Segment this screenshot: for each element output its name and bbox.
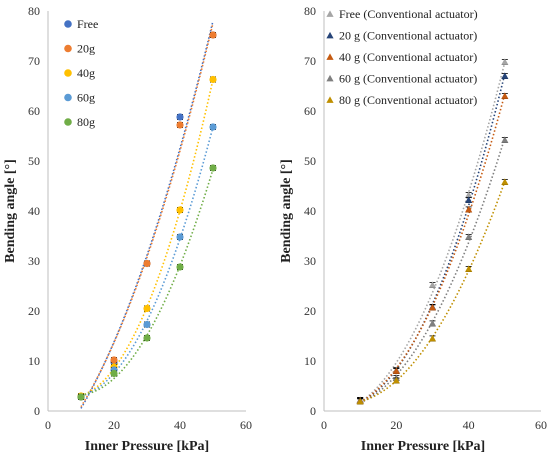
data-point [465, 196, 473, 203]
data-point [143, 259, 151, 268]
legend-marker [64, 93, 72, 102]
y-tick-label: 40 [304, 204, 316, 218]
data-point [209, 31, 217, 39]
x-tick-label: 40 [174, 418, 186, 432]
data-point [176, 113, 184, 121]
trendline-3 [80, 126, 214, 397]
y-tick-label: 60 [28, 104, 40, 118]
trendline-1 [359, 73, 506, 403]
y-tick-label: 60 [304, 104, 316, 118]
data-point [465, 205, 473, 213]
y-axis-label: Bending angle [°] [279, 159, 294, 263]
data-point [501, 58, 509, 65]
right-chart: 0 10 20 30 40 50 60 70 80 0 20 40 60 Inner Pressure [… [279, 4, 547, 454]
data-point [392, 376, 400, 384]
data-point [356, 397, 364, 405]
data-point [209, 123, 217, 131]
data-point [143, 334, 151, 342]
data-point [465, 191, 473, 198]
legend-marker [64, 44, 72, 53]
data-point [501, 72, 509, 79]
legend-label: 40 g (Conventional actuator) [339, 50, 477, 64]
x-tick-label: 40 [463, 418, 475, 432]
data-point [143, 320, 151, 329]
y-tick-label: 20 [28, 304, 40, 318]
trendline-2 [80, 79, 214, 397]
trendline-4 [80, 168, 214, 396]
data-point [209, 75, 217, 84]
legend-label: 60 g (Conventional actuator) [339, 72, 477, 86]
data-point [501, 136, 509, 143]
legend-label: 80g [77, 115, 95, 129]
legend-label: 80 g (Conventional actuator) [339, 93, 477, 107]
y-tick-label: 80 [304, 4, 316, 18]
x-tick-label: 20 [390, 418, 402, 432]
trendline-0 [80, 20, 214, 409]
data-point [501, 92, 509, 99]
data-point [209, 164, 217, 172]
legend-label: Free [77, 17, 98, 31]
data-point [501, 178, 509, 185]
data-point [176, 121, 184, 129]
data-point [465, 265, 473, 272]
x-tick-label: 60 [535, 418, 547, 432]
data-point [176, 233, 184, 241]
left-chart: 0 10 20 30 40 50 60 70 80 0 20 40 60 Inner Pressure [… [3, 4, 252, 454]
legend-marker [64, 20, 72, 28]
y-tick-label: 30 [28, 254, 40, 268]
data-point [110, 369, 118, 378]
y-tick-label: 70 [28, 54, 40, 68]
data-point [428, 303, 437, 311]
legend-label: Free (Conventional actuator) [339, 7, 478, 21]
y-tick-label: 20 [304, 304, 316, 318]
trendline-4 [359, 181, 506, 403]
data-point [428, 281, 437, 288]
legend-marker [326, 96, 334, 103]
data-point [392, 367, 400, 374]
trendline-2 [359, 93, 506, 403]
y-axis-label: Bending angle [°] [3, 159, 18, 263]
legend-marker [326, 10, 334, 17]
trendline-0 [359, 61, 506, 404]
legend-label: 20 g (Conventional actuator) [339, 29, 477, 43]
legend-marker [326, 31, 334, 39]
x-tick-label: 0 [321, 418, 327, 432]
x-axis-label: Inner Pressure [kPa] [361, 439, 485, 454]
legend-marker [64, 118, 72, 126]
legend-marker [326, 53, 334, 60]
y-tick-label: 70 [304, 54, 316, 68]
data-point [143, 304, 151, 313]
y-tick-label: 80 [28, 4, 40, 18]
y-tick-label: 30 [304, 254, 316, 268]
trendline-1 [80, 22, 214, 408]
x-tick-label: 0 [45, 418, 51, 432]
data-point [428, 334, 437, 342]
y-tick-label: 0 [34, 404, 40, 418]
legend-marker [64, 69, 72, 77]
y-tick-label: 50 [304, 154, 316, 168]
y-tick-label: 50 [28, 154, 40, 168]
x-axis-label: Inner Pressure [kPa] [85, 439, 209, 454]
y-tick-label: 40 [28, 204, 40, 218]
x-tick-label: 20 [108, 418, 120, 432]
y-tick-label: 10 [28, 354, 40, 368]
data-point [428, 319, 437, 327]
data-point [110, 356, 118, 364]
data-point [176, 263, 184, 271]
legend-label: 20g [77, 42, 95, 56]
legend-label: 60g [77, 91, 95, 105]
trendline-3 [359, 137, 506, 404]
x-tick-label: 60 [240, 418, 252, 432]
legend-label: 40g [77, 66, 95, 80]
legend-marker [326, 74, 334, 82]
data-point [77, 393, 85, 401]
data-point [176, 206, 184, 214]
y-tick-label: 0 [310, 404, 316, 418]
y-tick-label: 10 [304, 354, 316, 368]
data-point [465, 233, 473, 240]
